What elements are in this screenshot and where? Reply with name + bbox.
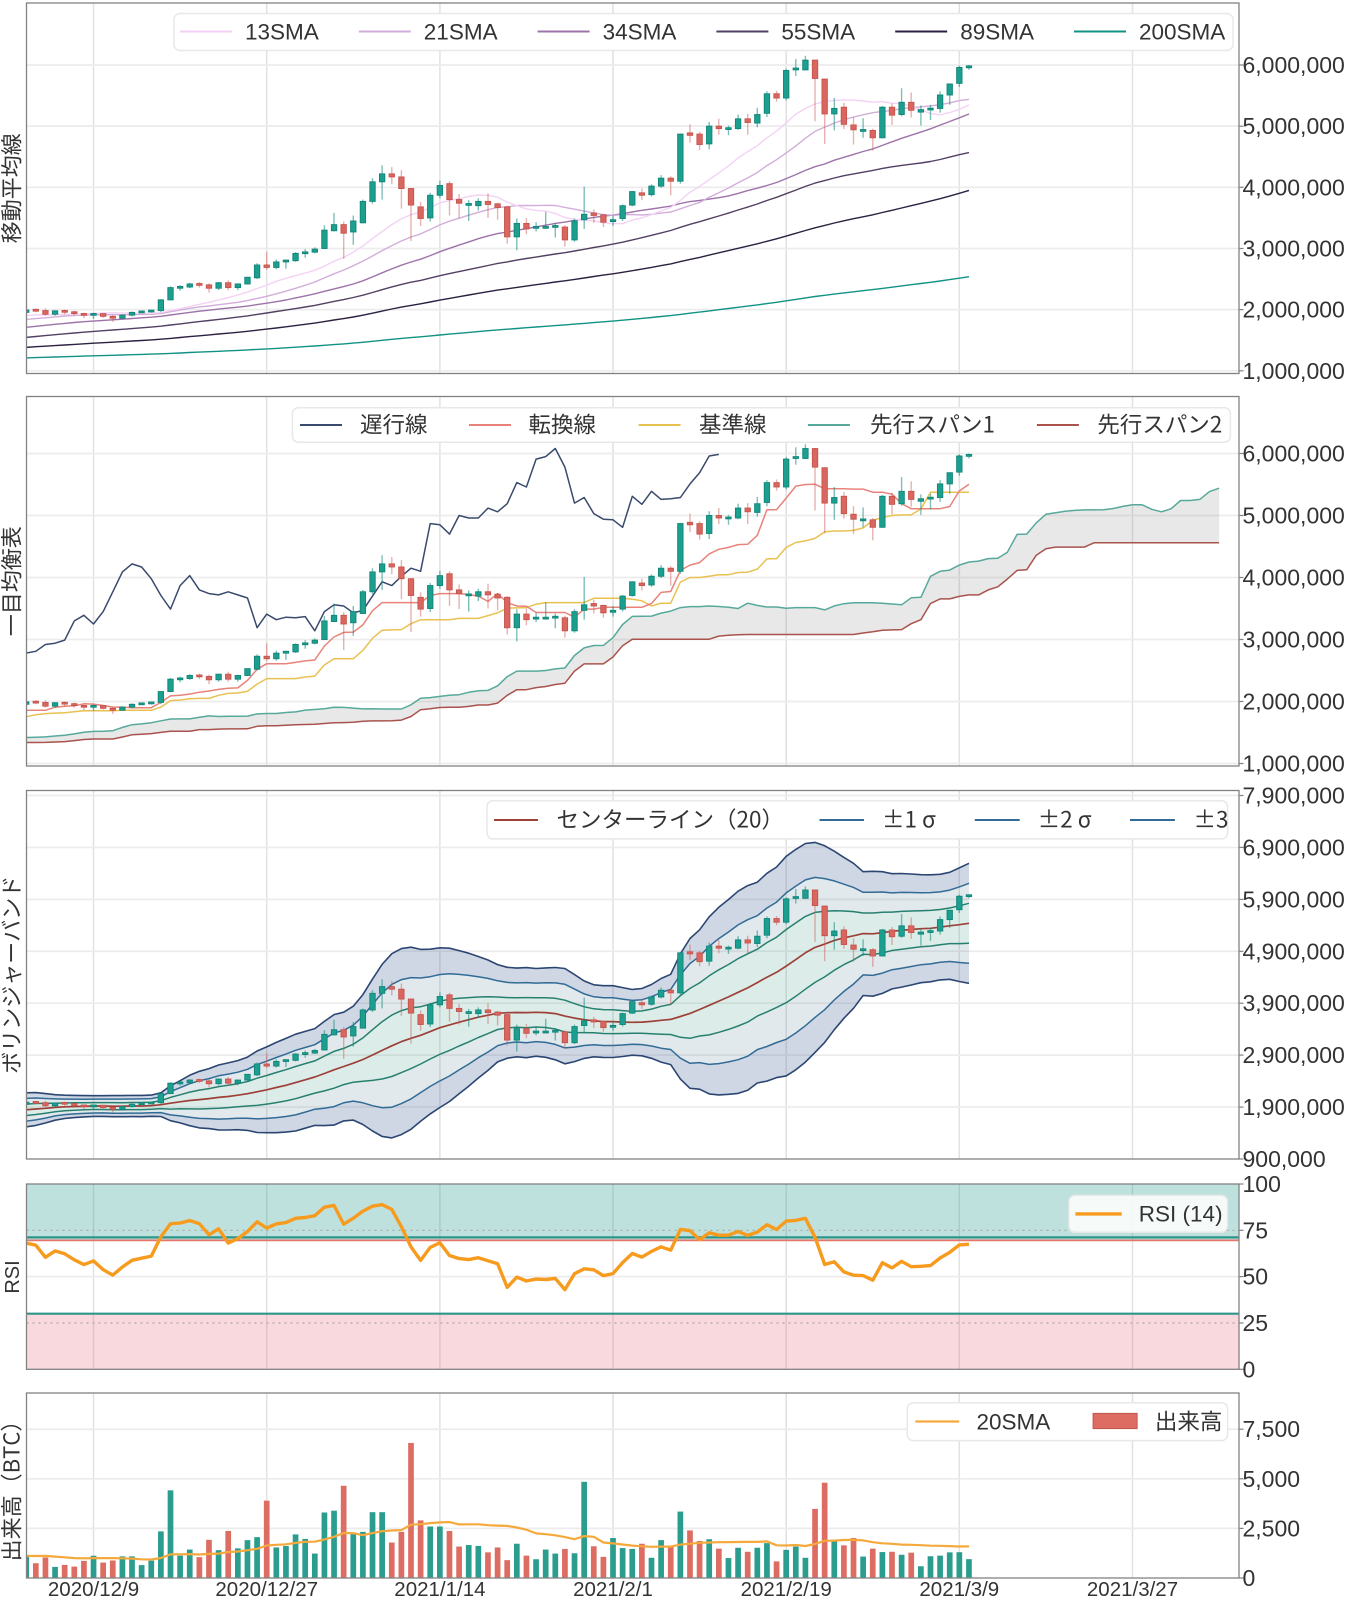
svg-text:2,900,000: 2,900,000 [1243,1042,1345,1068]
svg-text:1,000,000: 1,000,000 [1243,358,1345,384]
svg-text:89SMA: 89SMA [960,20,1034,45]
svg-text:2,500: 2,500 [1243,1515,1301,1541]
svg-text:5,900,000: 5,900,000 [1243,886,1345,912]
svg-text:3,900,000: 3,900,000 [1243,990,1345,1016]
svg-text:20SMA: 20SMA [977,1410,1051,1435]
svg-text:7,900,000: 7,900,000 [1243,783,1345,809]
svg-text:6,900,000: 6,900,000 [1243,834,1345,860]
svg-text:2021/2/1: 2021/2/1 [573,1578,653,1600]
svg-text:RSI (14): RSI (14) [1139,1202,1223,1227]
svg-text:25: 25 [1243,1310,1269,1336]
svg-text:75: 75 [1243,1217,1269,1243]
svg-text:5,000: 5,000 [1243,1466,1301,1492]
svg-text:6,000,000: 6,000,000 [1243,52,1345,78]
svg-text:2,000,000: 2,000,000 [1243,297,1345,323]
svg-text:2021/3/9: 2021/3/9 [919,1578,999,1600]
svg-text:5,000,000: 5,000,000 [1243,503,1345,529]
svg-text:1,900,000: 1,900,000 [1243,1094,1345,1120]
svg-text:34SMA: 34SMA [603,20,677,45]
svg-text:100: 100 [1243,1171,1281,1197]
svg-text:200SMA: 200SMA [1139,20,1225,45]
svg-text:21SMA: 21SMA [424,20,498,45]
svg-text:55SMA: 55SMA [781,20,855,45]
svg-text:2021/3/27: 2021/3/27 [1087,1578,1178,1600]
svg-text:13SMA: 13SMA [245,20,319,45]
svg-text:RSI: RSI [2,1260,24,1293]
svg-text:2021/2/19: 2021/2/19 [741,1578,832,1600]
svg-text:2021/1/14: 2021/1/14 [394,1578,485,1600]
svg-text:7,500: 7,500 [1243,1416,1301,1442]
svg-text:2020/12/9: 2020/12/9 [48,1578,139,1600]
svg-text:1,000,000: 1,000,000 [1243,751,1345,777]
svg-text:3,000,000: 3,000,000 [1243,236,1345,262]
svg-text:6,000,000: 6,000,000 [1243,441,1345,467]
svg-text:2020/12/27: 2020/12/27 [215,1578,318,1600]
svg-text:4,000,000: 4,000,000 [1243,174,1345,200]
svg-text:4,900,000: 4,900,000 [1243,938,1345,964]
svg-text:4,000,000: 4,000,000 [1243,565,1345,591]
svg-text:0: 0 [1243,1565,1256,1591]
svg-text:0: 0 [1243,1356,1256,1382]
svg-text:5,000,000: 5,000,000 [1243,113,1345,139]
svg-text:50: 50 [1243,1264,1269,1290]
svg-text:3,000,000: 3,000,000 [1243,627,1345,653]
svg-text:900,000: 900,000 [1243,1146,1326,1172]
svg-text:2,000,000: 2,000,000 [1243,689,1345,715]
